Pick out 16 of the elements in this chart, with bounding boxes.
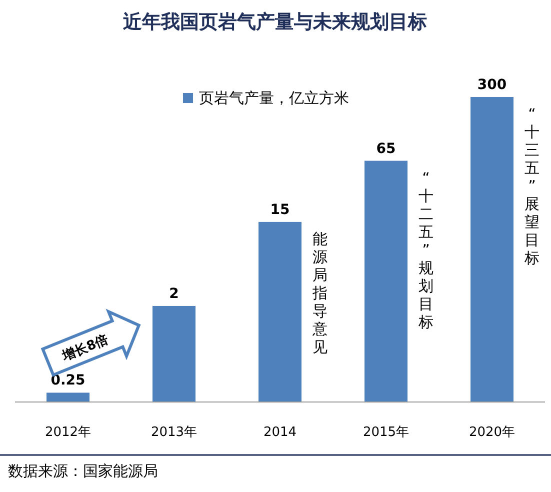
x-tick-label: 2013年 bbox=[150, 425, 198, 440]
x-tick-label: 2020年 bbox=[468, 425, 516, 440]
data-label: 300 bbox=[477, 77, 507, 93]
x-tick-label: 2014 bbox=[263, 425, 297, 440]
source-note: 数据来源：国家能源局 bbox=[8, 462, 158, 480]
title: 近年我国页岩气产量与未来规划目标 bbox=[123, 11, 427, 33]
x-tick-label: 2012年 bbox=[44, 425, 92, 440]
annotation: 能源局指导意见 bbox=[312, 230, 328, 356]
data-label: 65 bbox=[376, 140, 396, 157]
annotation: “十二五”规划目标 bbox=[418, 168, 434, 331]
annotation: 增长8倍 bbox=[59, 332, 111, 365]
x-tick-label: 2015年 bbox=[362, 425, 410, 440]
annotation: “十三五”展望目标 bbox=[524, 105, 540, 267]
data-label: 15 bbox=[270, 202, 290, 218]
legend-label: 页岩气产量，亿立方米 bbox=[199, 89, 349, 107]
data-label: 2 bbox=[169, 286, 179, 302]
